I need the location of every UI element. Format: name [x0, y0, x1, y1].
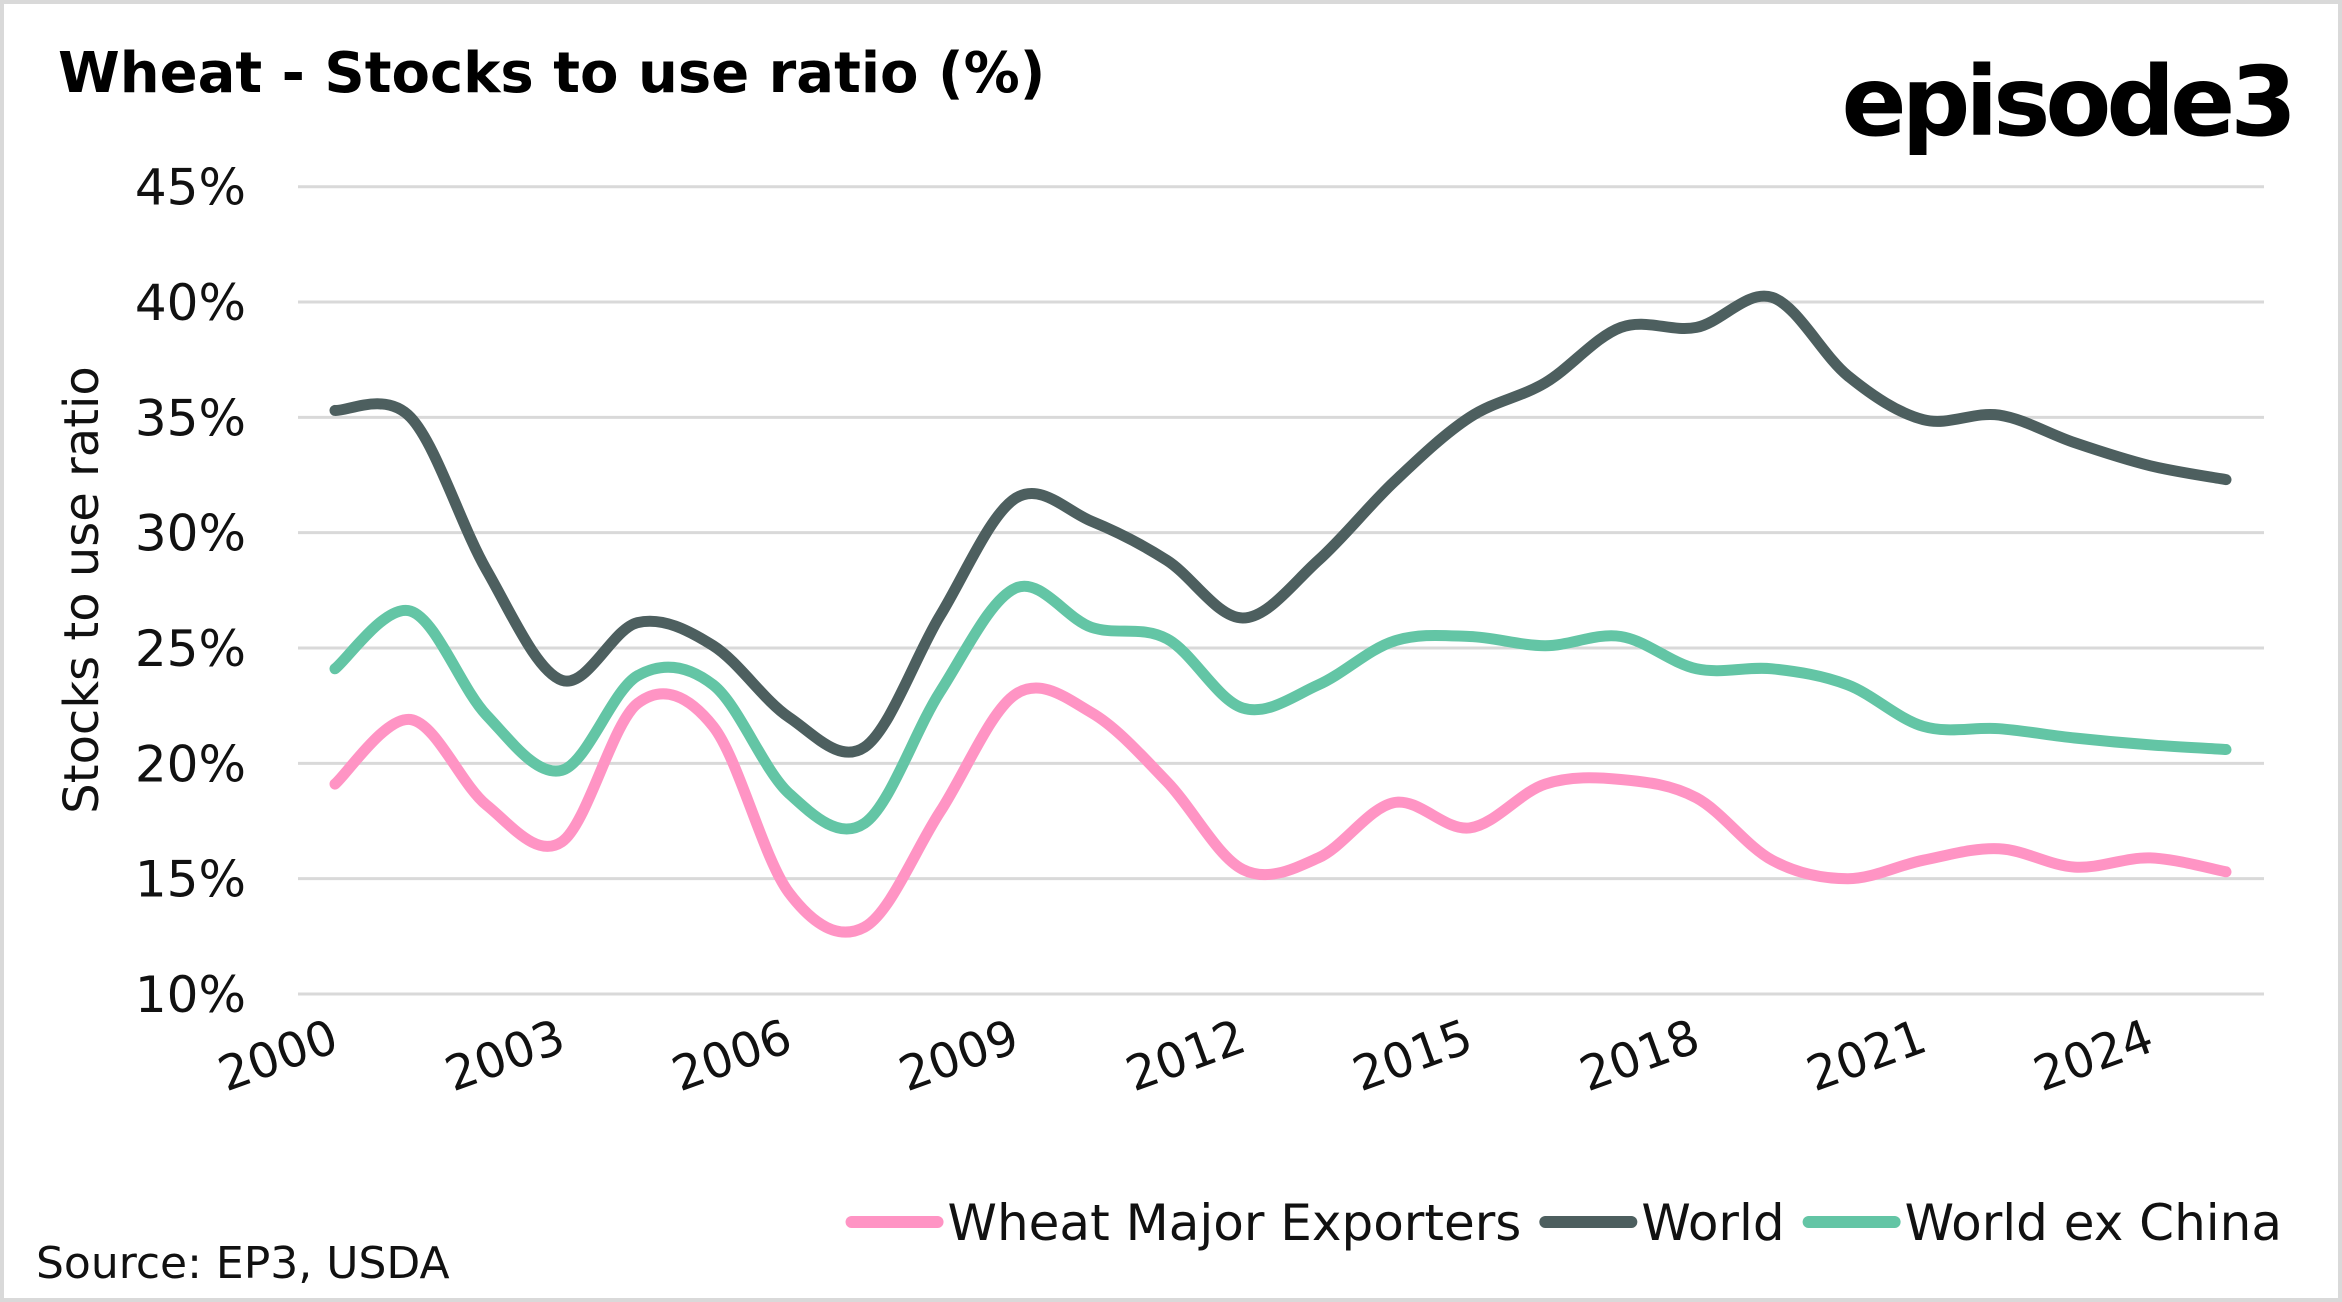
x-tick-label: 2003 — [438, 1009, 572, 1103]
legend-item-world: World — [1539, 1194, 1785, 1252]
x-tick-label: 2012 — [1119, 1009, 1253, 1103]
y-tick-label: 15% — [135, 851, 246, 909]
y-tick-label: 40% — [135, 274, 246, 332]
series-line-world — [329, 290, 2232, 758]
x-tick-label: 2009 — [892, 1009, 1026, 1103]
x-tick-label: 2018 — [1573, 1009, 1707, 1103]
chart-title: Wheat - Stocks to use ratio (%) — [58, 41, 1045, 106]
x-axis-ticks: 2000 2003 2006 2009 2012 2015 2018 2021 2024 — [211, 1009, 2160, 1103]
legend-item-world-ex-china: World ex China — [1802, 1194, 2282, 1252]
series-lines — [329, 290, 2232, 938]
y-axis-title: Stocks to use ratio — [54, 366, 110, 813]
series-line-wheat-major-exporters — [329, 682, 2232, 938]
y-tick-label: 35% — [135, 389, 246, 447]
legend-label: World ex China — [1905, 1194, 2282, 1252]
x-tick-label: 2006 — [665, 1009, 799, 1103]
x-tick-label: 2024 — [2027, 1009, 2161, 1103]
series-line-world-ex-china — [329, 580, 2232, 835]
y-tick-label: 10% — [135, 966, 246, 1024]
x-tick-label: 2021 — [1800, 1009, 1934, 1103]
legend-item-wheat-major-exporters: Wheat Major Exporters — [845, 1194, 1522, 1252]
legend: Wheat Major Exporters World World ex China — [845, 1194, 2282, 1252]
legend-label: Wheat Major Exporters — [948, 1194, 1522, 1252]
episode3-logo: episode3 — [1842, 46, 2292, 158]
y-tick-label: 30% — [135, 505, 246, 563]
y-tick-label: 20% — [135, 735, 246, 793]
y-tick-label: 25% — [135, 620, 246, 678]
x-tick-label: 2015 — [1346, 1009, 1480, 1103]
y-tick-label: 45% — [135, 159, 246, 217]
y-axis-ticks: 10% 15% 20% 25% 30% 35% 40% 45% — [135, 159, 246, 1024]
source-note: Source: EP3, USDA — [36, 1238, 450, 1289]
legend-label: World — [1641, 1194, 1784, 1252]
